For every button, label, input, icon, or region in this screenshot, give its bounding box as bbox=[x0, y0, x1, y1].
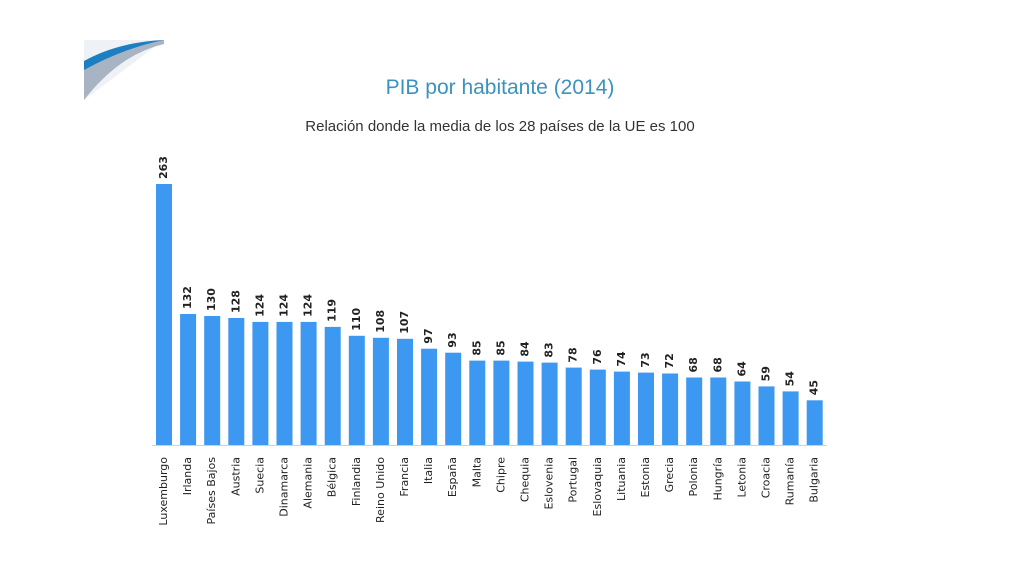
bar-value-label: 74 bbox=[615, 351, 628, 367]
category-label: Eslovaquia bbox=[591, 457, 604, 516]
bar bbox=[204, 316, 221, 445]
bar-value-label: 263 bbox=[157, 156, 170, 179]
bar bbox=[252, 321, 269, 445]
logo-icon bbox=[84, 40, 164, 100]
bar-value-label: 59 bbox=[760, 366, 773, 381]
category-label: Chipre bbox=[494, 457, 507, 493]
category-label: Irlanda bbox=[181, 457, 194, 495]
bar-value-label: 78 bbox=[567, 347, 580, 362]
bar bbox=[734, 381, 751, 445]
bar bbox=[662, 373, 679, 445]
bar-value-label: 85 bbox=[470, 340, 483, 355]
category-label: España bbox=[446, 457, 459, 497]
bar-value-label: 84 bbox=[519, 341, 532, 357]
bar bbox=[782, 391, 799, 445]
bar-value-label: 124 bbox=[278, 294, 291, 317]
category-label: Rumanía bbox=[784, 457, 797, 505]
bar-value-label: 107 bbox=[398, 311, 411, 334]
bar-value-label: 119 bbox=[326, 299, 339, 322]
bar bbox=[348, 335, 365, 445]
category-label: Eslovenia bbox=[543, 457, 556, 510]
bar bbox=[565, 367, 582, 445]
bar bbox=[806, 400, 823, 445]
bar bbox=[493, 360, 510, 445]
bar bbox=[421, 348, 438, 445]
category-label: Hungría bbox=[711, 457, 724, 501]
bar-value-label: 85 bbox=[494, 340, 507, 355]
category-label: Luxemburgo bbox=[157, 457, 170, 526]
bar bbox=[758, 386, 775, 445]
chart-title: PIB por habitante (2014) bbox=[385, 76, 615, 99]
bar-value-label: 97 bbox=[422, 328, 435, 343]
bar-value-label: 124 bbox=[302, 294, 315, 317]
category-label: Italia bbox=[422, 457, 435, 484]
category-label: Países Bajos bbox=[205, 457, 218, 525]
category-label: Chequia bbox=[519, 457, 532, 502]
bar-value-label: 110 bbox=[350, 307, 363, 330]
category-label: Portugal bbox=[567, 457, 580, 503]
bar bbox=[517, 361, 534, 445]
bar-value-label: 76 bbox=[591, 349, 604, 365]
category-label: Polonia bbox=[687, 457, 700, 497]
bar-value-label: 72 bbox=[663, 353, 676, 368]
category-label: Suecia bbox=[253, 457, 266, 494]
category-label: Grecia bbox=[663, 457, 676, 492]
category-label: Letonia bbox=[735, 457, 748, 498]
category-label: Croacia bbox=[760, 457, 773, 498]
category-label: Francia bbox=[398, 457, 411, 497]
bar bbox=[180, 314, 197, 445]
bar-value-label: 132 bbox=[181, 286, 194, 309]
bar-value-label: 108 bbox=[374, 310, 387, 333]
bar bbox=[156, 184, 172, 445]
bar bbox=[276, 321, 293, 445]
bar-value-label: 64 bbox=[735, 361, 748, 377]
bar bbox=[300, 321, 317, 445]
bar bbox=[445, 352, 462, 445]
category-label: Austria bbox=[229, 457, 242, 496]
category-label: Malta bbox=[470, 457, 483, 487]
bar-value-label: 128 bbox=[229, 290, 242, 313]
category-label: Alemania bbox=[302, 457, 315, 509]
bar bbox=[710, 377, 727, 445]
category-label: Bulgaria bbox=[808, 457, 821, 503]
bar bbox=[397, 338, 413, 445]
bar-value-label: 73 bbox=[639, 352, 652, 367]
bar bbox=[589, 369, 606, 445]
bar-value-label: 68 bbox=[687, 357, 700, 372]
chart-subtitle: Relación donde la media de los 28 países… bbox=[305, 118, 695, 135]
bar bbox=[541, 362, 558, 445]
bar bbox=[324, 326, 341, 445]
bar-value-label: 68 bbox=[711, 357, 724, 372]
bar-value-label: 45 bbox=[808, 380, 821, 395]
bar bbox=[613, 371, 630, 445]
bar-value-label: 124 bbox=[253, 294, 266, 317]
category-label: Estonia bbox=[639, 457, 652, 498]
category-label: Dinamarca bbox=[278, 457, 291, 517]
category-label: Reino Unido bbox=[374, 457, 387, 523]
bar-value-label: 130 bbox=[205, 288, 218, 311]
category-label: Lituania bbox=[615, 457, 628, 501]
bar-value-label: 93 bbox=[446, 332, 459, 347]
bar bbox=[638, 372, 654, 445]
category-label: Finlandia bbox=[350, 457, 363, 506]
category-label: Bélgica bbox=[326, 457, 339, 497]
bar-value-label: 83 bbox=[543, 342, 556, 357]
bar bbox=[469, 360, 486, 445]
bar bbox=[686, 377, 703, 445]
bar bbox=[372, 337, 389, 445]
bar-value-label: 54 bbox=[784, 371, 797, 387]
bar bbox=[228, 318, 245, 445]
